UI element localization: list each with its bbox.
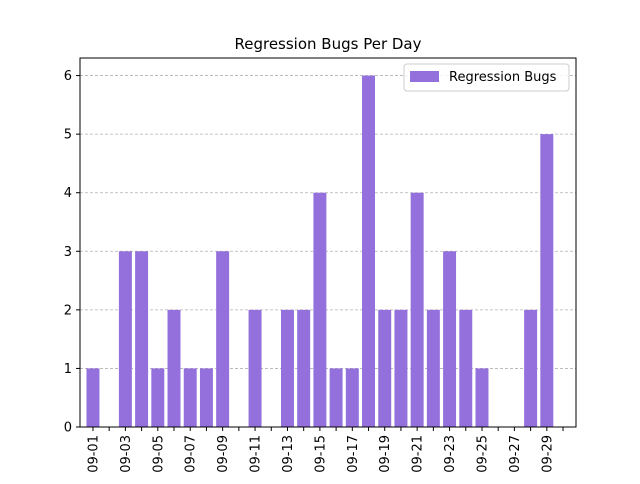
grid-lines xyxy=(80,75,576,369)
bar-09-25 xyxy=(475,368,489,427)
bar-09-05 xyxy=(151,368,165,427)
bar-09-19 xyxy=(378,309,392,427)
x-tick-label: 09-11 xyxy=(249,435,264,473)
bar-09-13 xyxy=(280,309,294,427)
x-tick-label: 09-19 xyxy=(378,435,393,473)
y-tick-label: 6 xyxy=(64,69,72,84)
bar-09-15 xyxy=(313,192,327,427)
legend-label: Regression Bugs xyxy=(449,70,557,85)
bar-09-24 xyxy=(459,309,473,427)
bar-09-28 xyxy=(524,309,538,427)
x-tick-label: 09-05 xyxy=(151,435,166,473)
bar-09-29 xyxy=(540,134,554,427)
bar-09-06 xyxy=(167,309,181,427)
x-tick-label: 09-15 xyxy=(313,435,328,473)
y-tick-label: 1 xyxy=(64,362,72,377)
bar-09-04 xyxy=(135,251,149,427)
y-tick-label: 0 xyxy=(64,421,72,436)
legend: Regression Bugs xyxy=(403,63,570,92)
x-tick-label: 09-09 xyxy=(216,435,231,473)
legend-box xyxy=(403,63,570,92)
bar-09-20 xyxy=(394,309,408,427)
bar-09-01 xyxy=(86,368,100,427)
bars-group xyxy=(86,75,554,428)
bar-09-23 xyxy=(443,251,457,427)
axes: 0 1 2 3 4 5 6 09-01 09-03 09-05 09-07 09-09 09-11 09-… xyxy=(64,57,577,473)
y-tick-label: 3 xyxy=(64,245,72,260)
bar-09-21 xyxy=(410,192,424,427)
bar-09-09 xyxy=(216,251,230,427)
bar-09-14 xyxy=(297,309,311,427)
x-tick-label: 09-23 xyxy=(443,435,458,473)
x-tick-label: 09-25 xyxy=(475,435,490,473)
bar-09-16 xyxy=(329,368,343,427)
x-tick-label: 09-01 xyxy=(86,435,101,473)
plot-frame xyxy=(79,57,577,428)
bar-09-17 xyxy=(345,368,359,427)
bar-09-11 xyxy=(248,309,262,427)
y-tick-label: 5 xyxy=(64,128,72,143)
bar-09-08 xyxy=(199,368,213,427)
x-tick-label: 09-07 xyxy=(184,435,199,473)
bar-09-07 xyxy=(183,368,197,427)
x-tick-label: 09-21 xyxy=(411,435,426,473)
x-tick-label: 09-13 xyxy=(281,435,296,473)
bar-09-18 xyxy=(362,75,376,428)
x-tick-label: 09-03 xyxy=(119,435,134,473)
x-tick-label: 09-17 xyxy=(346,435,361,473)
chart-title: Regression Bugs Per Day xyxy=(234,35,421,53)
bar-09-22 xyxy=(426,309,440,427)
x-tick-label: 09-29 xyxy=(540,435,555,473)
legend-swatch xyxy=(410,71,439,82)
y-tick-label: 4 xyxy=(64,186,72,201)
bar-09-03 xyxy=(118,251,132,427)
x-tick-label: 09-27 xyxy=(508,435,523,473)
y-tick-label: 2 xyxy=(64,303,72,318)
